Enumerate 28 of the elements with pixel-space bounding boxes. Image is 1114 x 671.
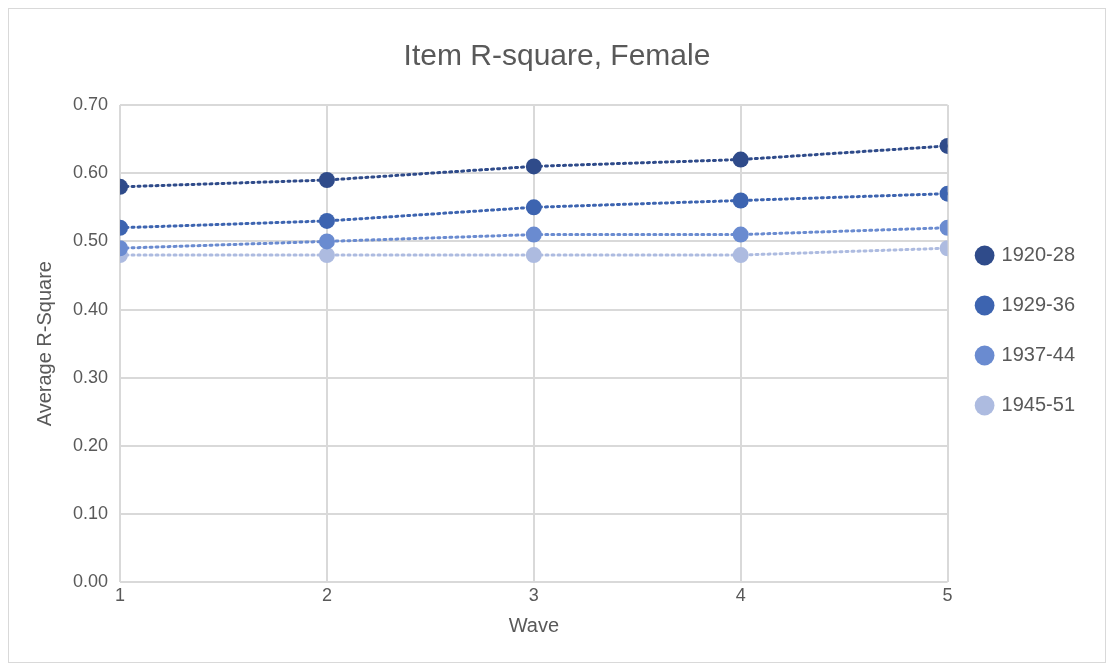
x-tick-label: 4	[735, 585, 746, 606]
y-tick-label: 0.70	[72, 93, 109, 114]
y-tick-label: 0.30	[72, 366, 109, 387]
x-tick-label: 3	[528, 585, 539, 606]
y-tick-label: 0.60	[72, 162, 109, 183]
point	[525, 199, 542, 216]
y-tick-label: 0.20	[72, 434, 109, 455]
legend-label: 1937-44	[1001, 343, 1076, 366]
point	[525, 158, 542, 175]
point	[732, 247, 749, 264]
x-tick-label: 5	[942, 585, 953, 606]
point	[732, 192, 749, 209]
point	[525, 226, 542, 243]
y-tick-label: 0.40	[72, 298, 109, 319]
y-tick-label: 0.50	[72, 230, 109, 251]
y-tick-label: 0.10	[72, 503, 109, 524]
point	[525, 247, 542, 264]
x-tick-label: 1	[115, 585, 126, 606]
x-axis-title: Wave	[508, 613, 560, 636]
y-tick-label: 0.00	[72, 571, 109, 592]
y-axis-title: Average R-Square	[32, 261, 55, 427]
point	[732, 151, 749, 168]
legend-label: 1920-28	[1001, 243, 1076, 266]
chart-title: Item R-square, Female	[403, 38, 711, 72]
x-tick-label: 2	[321, 585, 332, 606]
legend-label: 1945-51	[1001, 393, 1076, 416]
point	[732, 226, 749, 243]
legend-label: 1929-36	[1001, 293, 1076, 316]
